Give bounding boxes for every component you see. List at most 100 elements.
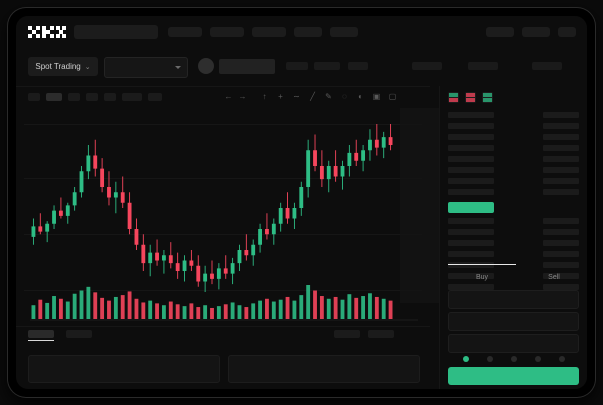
order-amount-input[interactable] [448, 312, 579, 331]
chart-toolbar: ← → ↑ + ∼ ╱ ✎ ◌ ◐ ▣ ▢ [16, 86, 430, 108]
brush-icon[interactable]: ✎ [325, 92, 332, 101]
chevron-down-icon: ⌄ [84, 63, 91, 71]
bottom-card-1[interactable] [28, 355, 220, 383]
order-book-bid-row[interactable] [448, 240, 494, 246]
nav-item-3[interactable] [252, 27, 286, 37]
carousel-dot-1[interactable] [462, 356, 469, 362]
order-book-ask-row[interactable] [448, 167, 494, 173]
trading-mode-label: Spot Trading [35, 62, 81, 71]
order-book-bid-row[interactable] [448, 229, 494, 235]
chart-tool-indicator[interactable] [148, 93, 162, 101]
chart-tool-timeframe-1[interactable] [28, 93, 40, 101]
order-book-bid-size [543, 229, 579, 235]
bottom-tab-right-1[interactable] [334, 330, 360, 338]
tab-buy[interactable]: Buy [448, 268, 516, 286]
nav-item-2[interactable] [210, 27, 244, 37]
nav-right-item-3[interactable] [558, 27, 576, 37]
order-book-ask-row[interactable] [448, 134, 494, 140]
lock-icon[interactable]: ▣ [372, 92, 381, 101]
chart-gridline [24, 178, 422, 179]
crosshair-icon[interactable]: + [278, 92, 283, 101]
chart-gridline [24, 290, 422, 291]
bottom-card-2[interactable] [228, 355, 420, 383]
chart-tool-interval-more[interactable] [122, 93, 142, 101]
order-book-bid-row[interactable] [448, 284, 494, 290]
order-book-ask-row[interactable] [448, 189, 494, 195]
price-chart-panel[interactable] [16, 106, 430, 329]
nav-item-5[interactable] [330, 27, 358, 37]
chart-gridline [24, 124, 422, 125]
carousel-dot-2[interactable] [486, 356, 493, 362]
order-book-ask-size [543, 123, 579, 129]
carousel-dot-3[interactable] [510, 356, 517, 362]
tab-buy-label: Buy [475, 273, 489, 281]
order-price-input[interactable] [448, 290, 579, 309]
chart-tool-timeframe-5[interactable] [104, 93, 116, 101]
eye-icon[interactable]: ◐ [358, 92, 363, 101]
bottom-tab-right-2[interactable] [368, 330, 394, 338]
order-book-ask-row[interactable] [448, 178, 494, 184]
chart-tool-timeframe-4[interactable] [86, 93, 98, 101]
order-book-bid-row[interactable] [448, 218, 494, 224]
cursor-icon[interactable]: ↑ [262, 92, 267, 101]
chart-gridline [24, 234, 422, 235]
order-book-ask-size [543, 134, 579, 140]
carousel-dot-5[interactable] [558, 356, 565, 362]
tab-buy-underline [448, 264, 516, 265]
stat-volume-base [412, 62, 442, 70]
order-book-bid-row[interactable] [448, 251, 494, 257]
undo-icon[interactable]: ← [224, 92, 233, 101]
order-book-ask-size [543, 167, 579, 173]
stat-extra [532, 62, 562, 70]
global-search-input[interactable] [74, 25, 158, 39]
magnet-icon[interactable]: ◌ [342, 92, 347, 101]
trading-mode-selector[interactable]: Spot Trading ⌄ [28, 57, 98, 76]
redo-icon[interactable]: → [238, 92, 247, 101]
book-both-icon[interactable] [448, 92, 459, 103]
chart-tool-timeframe-3[interactable] [68, 93, 80, 101]
order-book-ask-row[interactable] [448, 123, 494, 129]
order-book-ask-size [543, 112, 579, 118]
volume-histogram [30, 285, 418, 321]
nav-right-item-2[interactable] [522, 27, 550, 37]
order-book-bid-size [543, 251, 579, 257]
order-book-bid-row[interactable] [448, 262, 494, 268]
stat-change [286, 62, 308, 70]
panel-shadow-overlay [400, 108, 442, 303]
nav-item-1[interactable] [168, 27, 202, 37]
wave-icon[interactable]: ∼ [293, 92, 300, 101]
tab-sell-label: Sell [548, 273, 560, 281]
last-price-value [219, 59, 275, 74]
order-book-ask-row[interactable] [448, 145, 494, 151]
bottom-tab-1[interactable] [28, 330, 54, 338]
order-book-bid-size [543, 273, 579, 279]
order-book-bid-size [543, 240, 579, 246]
book-asks-icon[interactable] [465, 92, 476, 103]
bottom-tab-2[interactable] [66, 330, 92, 338]
chart-tool-timeframe-2[interactable] [46, 93, 62, 101]
order-book-ask-row[interactable] [448, 156, 494, 162]
book-bids-icon[interactable] [482, 92, 493, 103]
carousel-dot-4[interactable] [534, 356, 541, 362]
trendline-icon[interactable]: ╱ [310, 92, 315, 101]
trash-icon[interactable]: ▢ [388, 92, 397, 101]
order-total-input[interactable] [448, 334, 579, 353]
bottom-tab-bar [16, 327, 430, 341]
order-book-ask-row[interactable] [448, 112, 494, 118]
nav-right-item-1[interactable] [486, 27, 514, 37]
order-book-ask-size [543, 145, 579, 151]
tab-buy-active[interactable] [448, 268, 516, 286]
tab-sell[interactable]: Sell [520, 268, 587, 286]
trading-pair-selector[interactable] [104, 57, 188, 78]
tablet-screen: Spot Trading ⌄ [16, 16, 587, 389]
order-book-spread [448, 202, 494, 213]
stat-low [348, 62, 368, 70]
stat-high [314, 62, 340, 70]
nav-item-4[interactable] [294, 27, 322, 37]
submit-order-button[interactable] [448, 367, 579, 385]
okx-logo[interactable] [28, 26, 66, 39]
order-book-bid-size [543, 218, 579, 224]
symbol-info-bar: Spot Trading ⌄ [16, 47, 587, 86]
order-book-bid-row[interactable] [448, 273, 494, 279]
